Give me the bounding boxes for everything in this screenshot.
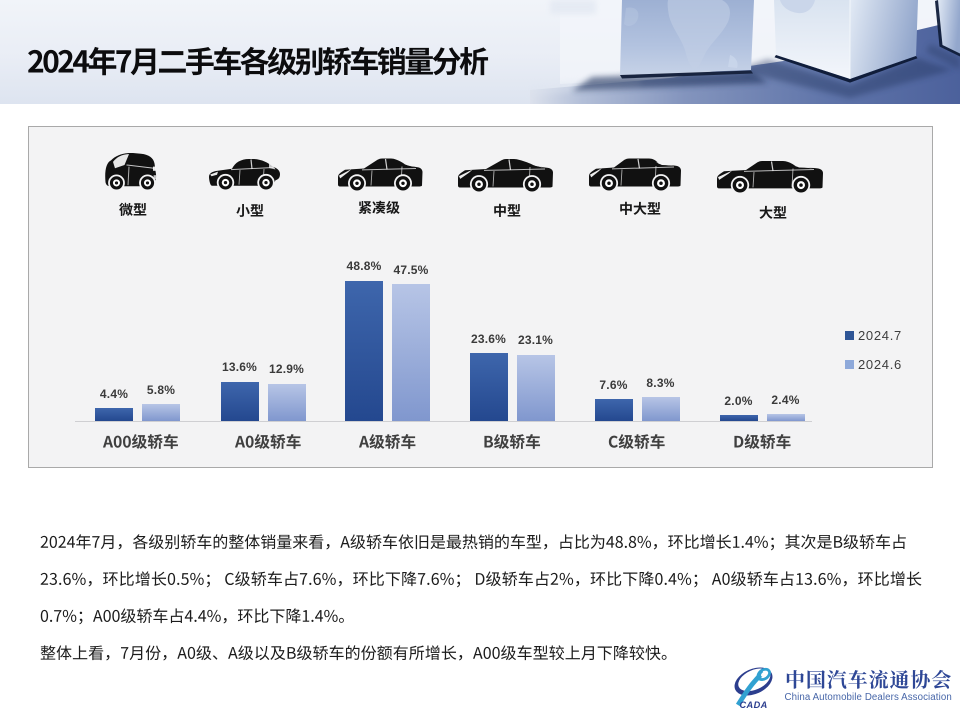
svg-text:CADA: CADA (740, 700, 768, 710)
